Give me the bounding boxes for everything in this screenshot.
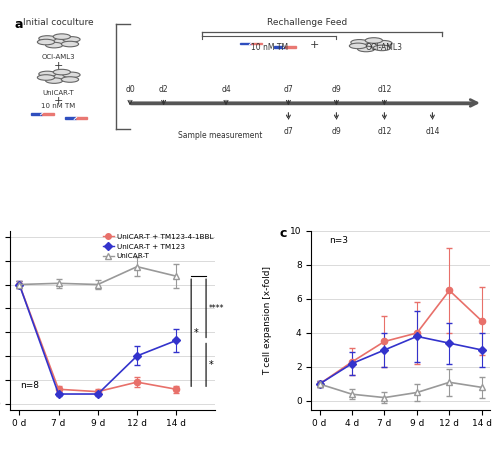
Text: Sample measurement: Sample measurement (178, 131, 262, 140)
Bar (42, 113, 54, 115)
Circle shape (53, 34, 70, 40)
Bar (31, 113, 42, 115)
Y-axis label: T cell expansion [x-fold]: T cell expansion [x-fold] (263, 266, 272, 375)
Text: UniCAR-T: UniCAR-T (42, 90, 74, 96)
Circle shape (50, 39, 66, 44)
Circle shape (63, 72, 80, 78)
Text: c: c (279, 227, 286, 240)
Text: ****: **** (208, 304, 224, 313)
Bar (65, 117, 76, 119)
Text: +: + (54, 61, 62, 71)
Text: d12: d12 (377, 85, 392, 94)
Bar (251, 43, 262, 45)
Bar (274, 46, 285, 48)
Text: +: + (310, 40, 320, 50)
Text: d14: d14 (425, 127, 440, 136)
Text: OCI-AML3: OCI-AML3 (41, 54, 75, 60)
Circle shape (46, 78, 63, 83)
Text: *: * (194, 328, 198, 338)
Circle shape (351, 40, 368, 45)
Circle shape (374, 45, 390, 51)
Circle shape (358, 46, 375, 52)
Circle shape (38, 75, 54, 80)
Circle shape (39, 36, 56, 41)
Text: Initial coculture: Initial coculture (22, 18, 94, 27)
Circle shape (62, 77, 78, 82)
Circle shape (38, 39, 54, 45)
Text: *: * (208, 360, 213, 370)
Circle shape (365, 38, 382, 43)
Circle shape (62, 41, 78, 47)
Circle shape (53, 69, 70, 75)
Circle shape (362, 42, 378, 48)
Text: OCI-AML3: OCI-AML3 (366, 43, 403, 52)
Text: d2: d2 (159, 85, 168, 94)
Circle shape (375, 40, 392, 46)
Text: d9: d9 (332, 127, 342, 136)
Text: d7: d7 (284, 85, 294, 94)
Circle shape (63, 36, 80, 42)
Text: Rechallenge Feed: Rechallenge Feed (268, 18, 347, 27)
Text: d12: d12 (377, 127, 392, 136)
Legend: UniCAR-T + TM123-4-1BBL, UniCAR-T + TM123, UniCAR-T: UniCAR-T + TM123-4-1BBL, UniCAR-T + TM12… (100, 231, 216, 262)
Text: n=8: n=8 (20, 381, 40, 390)
Text: d0: d0 (125, 85, 135, 94)
Text: d9: d9 (332, 85, 342, 94)
Bar (76, 117, 88, 119)
Bar (285, 46, 296, 48)
Text: 10 nM TM: 10 nM TM (250, 43, 288, 52)
Circle shape (46, 42, 63, 48)
Text: n=3: n=3 (330, 236, 348, 245)
Text: d4: d4 (221, 85, 231, 94)
Text: +: + (54, 96, 62, 106)
Text: a: a (15, 18, 24, 31)
Circle shape (50, 74, 66, 80)
Text: d7: d7 (284, 127, 294, 136)
Text: 10 nM TM: 10 nM TM (41, 103, 75, 109)
Circle shape (39, 71, 56, 77)
Circle shape (350, 43, 366, 49)
Bar (240, 43, 251, 45)
